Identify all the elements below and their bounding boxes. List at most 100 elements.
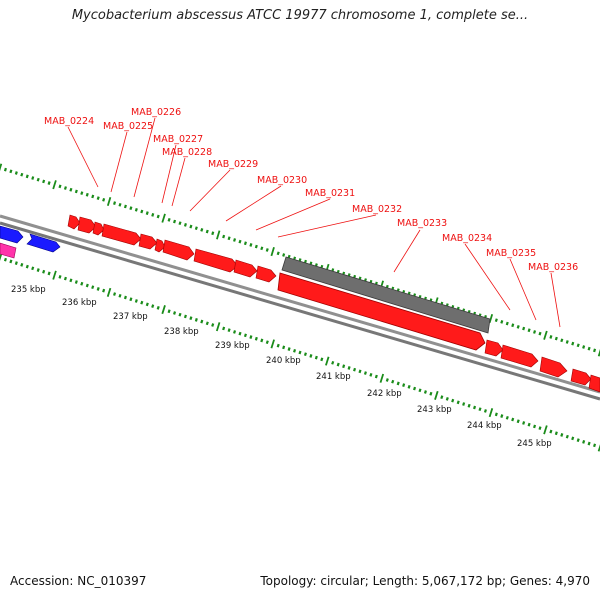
outer-tick-mark [538, 331, 542, 336]
inner-tick-mark [47, 271, 51, 276]
gene-arrow-mab-0230[interactable] [162, 239, 195, 261]
inner-tick-mark [96, 287, 100, 291]
inner-tick-mark [413, 386, 417, 391]
outer-tick-mark [597, 348, 600, 357]
gene-leader-lines [67, 117, 561, 328]
gene-arrow-mab-0234[interactable] [484, 339, 504, 357]
kbp-label: 241 kbp [316, 372, 351, 382]
inner-tick-mark [282, 345, 286, 350]
gene-arrow-mab-0233[interactable] [277, 272, 486, 351]
outer-tick-mark [249, 243, 253, 247]
inner-tick-mark [9, 259, 13, 264]
inner-tick-mark [505, 415, 509, 420]
gene-arrow-mab-0229[interactable] [154, 238, 166, 253]
inner-tick-mark [25, 264, 29, 269]
inner-tick-mark [374, 374, 378, 379]
gene-label-mab-0228[interactable]: MAB_0228 [162, 147, 212, 158]
inner-tick-mark [74, 280, 78, 284]
gene-label-mab-0229[interactable]: MAB_0229 [208, 159, 258, 170]
outer-tick-mark [554, 336, 558, 341]
kbp-label: 239 kbp [215, 341, 250, 351]
gene-label-mab-0231[interactable]: MAB_0231 [305, 188, 355, 199]
inner-tick-mark [527, 422, 531, 427]
outer-tick-mark [167, 217, 171, 222]
gene-label-mab-0230[interactable]: MAB_0230 [257, 175, 307, 186]
inner-tick-mark [554, 431, 558, 436]
inner-tick-mark [511, 417, 515, 422]
gene-arrow-edge-2[interactable] [588, 374, 600, 393]
outer-tick-mark [582, 345, 586, 349]
inner-tick-mark [156, 305, 160, 310]
inner-tick-mark [106, 287, 112, 297]
inner-tick-mark [473, 405, 477, 410]
inner-tick-mark [533, 424, 537, 429]
inner-tick-mark [522, 421, 526, 425]
kbp-label: 243 kbp [417, 405, 452, 415]
gene-label-mab-0225[interactable]: MAB_0225 [103, 121, 153, 132]
gene-arrow-mab-0231[interactable] [193, 248, 239, 273]
inner-tick-mark [385, 378, 389, 382]
outer-tick-mark [118, 202, 122, 207]
gene-arrow-mab-0228[interactable] [138, 233, 158, 250]
gene-label-mab-0235[interactable]: MAB_0235 [486, 248, 536, 259]
outer-tick-mark [106, 196, 112, 207]
inner-tick-mark [167, 309, 171, 314]
outer-tick-mark [276, 251, 280, 256]
inner-tick-mark [434, 390, 439, 400]
inner-tick-mark [113, 292, 117, 296]
gene-arrow-magenta[interactable] [0, 242, 17, 259]
gene-arrow-mab-0224[interactable] [67, 214, 81, 230]
inner-tick-mark [379, 373, 385, 383]
gene-label-mab-0232[interactable]: MAB_0232 [352, 204, 402, 215]
inner-tick-mark [161, 305, 166, 315]
inner-tick-mark [418, 388, 422, 393]
outer-tick-mark [587, 346, 591, 351]
inner-tick-mark [205, 321, 209, 326]
outer-tick-mark [576, 343, 580, 348]
gene-label-mab-0234[interactable]: MAB_0234 [442, 233, 492, 244]
outer-tick-mark [58, 184, 62, 189]
outer-tick-mark [270, 247, 275, 257]
outer-tick-mark [222, 234, 226, 239]
outer-tick-mark [129, 206, 133, 211]
gene-label-mab-0236[interactable]: MAB_0236 [528, 262, 578, 273]
outer-tick-mark [151, 212, 155, 217]
inner-tick-mark [560, 433, 564, 437]
gene-label-mab-0233[interactable]: MAB_0233 [397, 218, 447, 229]
gene-arrow-mab-0227[interactable] [101, 223, 142, 246]
gene-label-mab-0224[interactable]: MAB_0224 [44, 116, 94, 127]
gene-arrow-mab-0226[interactable] [92, 221, 105, 236]
gene-label-mab-0227[interactable]: MAB_0227 [153, 134, 203, 145]
inner-tick-mark [440, 395, 444, 400]
inner-tick-mark [369, 372, 373, 377]
inner-tick-mark [118, 293, 122, 298]
inner-tick-mark [254, 336, 258, 341]
inner-tick-mark [391, 379, 395, 384]
inner-tick-mark [233, 330, 237, 334]
gene-arrow-mab-0225[interactable] [77, 216, 97, 234]
kbp-label: 238 kbp [164, 327, 199, 337]
outer-tick-mark [113, 201, 117, 206]
outer-tick-mark [265, 248, 269, 252]
inner-tick-mark [494, 412, 498, 417]
gene-arrow-mab-0232-a[interactable] [233, 259, 258, 278]
gene-arrow-mab-0236[interactable] [539, 356, 568, 378]
outer-tick-mark [52, 180, 57, 190]
outer-tick-mark [254, 244, 258, 249]
outer-tick-mark [178, 221, 182, 226]
gene-arrow-mab-0232-b[interactable] [255, 265, 277, 283]
inner-tick-mark [238, 331, 242, 336]
outer-tick-mark [36, 177, 40, 182]
gene-arrow-mab-0235[interactable] [500, 344, 539, 368]
outer-tick-mark [571, 341, 575, 346]
kbp-label: 244 kbp [467, 421, 502, 431]
inner-tick-mark [134, 299, 138, 303]
inner-tick-mark [222, 326, 226, 331]
gene-arrow-blue-1[interactable] [0, 225, 24, 244]
gene-arrow-edge-1[interactable] [570, 368, 592, 386]
gene-label-mab-0226[interactable]: MAB_0226 [131, 107, 181, 118]
gene-arrow-blue-2[interactable] [26, 233, 61, 253]
outer-tick-mark [260, 246, 264, 251]
inner-tick-ring [0, 253, 600, 452]
pseudogene-bar[interactable] [281, 256, 491, 334]
